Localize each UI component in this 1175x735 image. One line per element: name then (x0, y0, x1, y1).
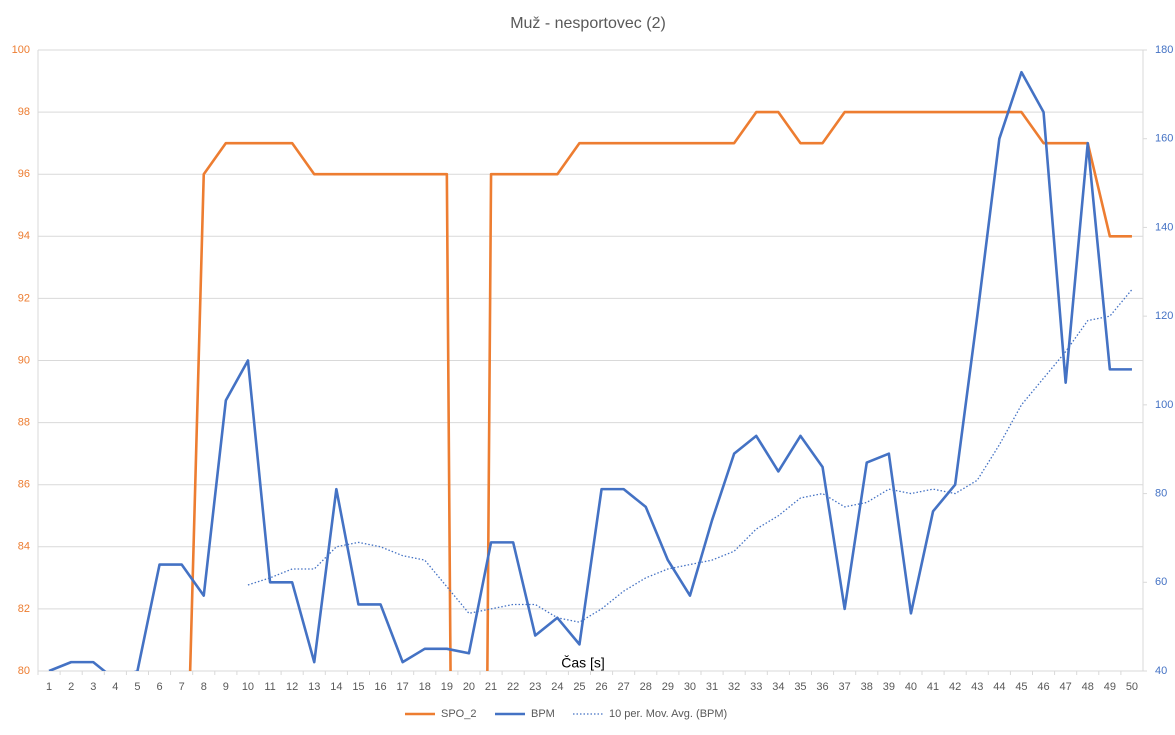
x-tick-label: 14 (330, 681, 342, 693)
x-tick-label: 16 (374, 681, 386, 693)
x-tick-label: 25 (573, 681, 585, 693)
x-tick-label: 6 (156, 681, 162, 693)
x-tick-label: 19 (441, 681, 453, 693)
x-tick-label: 50 (1126, 681, 1138, 693)
series-line (48, 70, 1132, 671)
chart-title: Muž - nesportovec (2) (510, 15, 666, 32)
x-tick-label: 27 (618, 681, 630, 693)
x-tick-label: 44 (993, 681, 1005, 693)
x-tick-label: 32 (728, 681, 740, 693)
x-tick-label: 41 (927, 681, 939, 693)
y-tick-label: 92 (18, 292, 30, 304)
x-tick-label: 17 (397, 681, 409, 693)
y2-tick-label: 140 (1155, 221, 1173, 233)
y-tick-label: 86 (18, 479, 30, 491)
y-tick-label: 80 (18, 665, 30, 677)
x-tick-label: 38 (861, 681, 873, 693)
x-tick-label: 23 (529, 681, 541, 693)
x-tick-label: 37 (839, 681, 851, 693)
x-tick-label: 24 (551, 681, 563, 693)
y-tick-label: 98 (18, 106, 30, 118)
x-axis-title: Čas [s] (561, 655, 605, 671)
plot-area (48, 70, 1133, 671)
x-tick-label: 36 (816, 681, 828, 693)
x-tick-label: 43 (971, 681, 983, 693)
y-tick-label: 94 (18, 230, 30, 242)
x-tick-label: 28 (640, 681, 652, 693)
x-tick-label: 7 (179, 681, 185, 693)
x-tick-label: 2 (68, 681, 74, 693)
x-tick-label: 8 (201, 681, 207, 693)
x-tick-label: 46 (1037, 681, 1049, 693)
x-tick-label: 12 (286, 681, 298, 693)
y-tick-label: 96 (18, 168, 30, 180)
y2-tick-label: 180 (1155, 44, 1173, 56)
x-tick-label: 47 (1060, 681, 1072, 693)
x-tick-label: 22 (507, 681, 519, 693)
x-tick-label: 31 (706, 681, 718, 693)
y2-tick-label: 120 (1155, 310, 1173, 322)
x-tick-label: 10 (242, 681, 254, 693)
y-tick-label: 82 (18, 603, 30, 615)
x-tick-label: 18 (419, 681, 431, 693)
x-tick-label: 42 (949, 681, 961, 693)
y2-tick-label: 160 (1155, 133, 1173, 145)
y-tick-label: 100 (12, 44, 30, 56)
x-tick-label: 26 (595, 681, 607, 693)
x-tick-label: 45 (1015, 681, 1027, 693)
x-tick-label: 34 (772, 681, 784, 693)
x-tick-label: 35 (794, 681, 806, 693)
x-tick-label: 3 (90, 681, 96, 693)
series-line (188, 110, 1132, 671)
legend-label: 10 per. Mov. Avg. (BPM) (609, 708, 727, 720)
y2-tick-label: 60 (1155, 576, 1167, 588)
x-tick-label: 40 (905, 681, 917, 693)
y-tick-label: 84 (18, 541, 30, 553)
legend-label: SPO_2 (441, 708, 476, 720)
x-tick-label: 9 (223, 681, 229, 693)
y2-tick-label: 80 (1155, 487, 1167, 499)
x-tick-label: 33 (750, 681, 762, 693)
x-tick-label: 1 (46, 681, 52, 693)
y-tick-label: 88 (18, 417, 30, 429)
x-tick-label: 30 (684, 681, 696, 693)
x-tick-label: 48 (1082, 681, 1094, 693)
y2-tick-label: 40 (1155, 665, 1167, 677)
x-tick-label: 39 (883, 681, 895, 693)
y-tick-label: 90 (18, 354, 30, 366)
x-tick-label: 49 (1104, 681, 1116, 693)
series-line (247, 289, 1133, 623)
x-tick-label: 15 (352, 681, 364, 693)
y2-tick-label: 100 (1155, 399, 1173, 411)
x-tick-label: 29 (662, 681, 674, 693)
x-tick-label: 5 (134, 681, 140, 693)
x-tick-label: 11 (264, 681, 275, 693)
x-tick-label: 21 (485, 681, 497, 693)
x-tick-label: 13 (308, 681, 320, 693)
legend-label: BPM (531, 708, 555, 720)
x-tick-label: 4 (112, 681, 118, 693)
x-tick-label: 20 (463, 681, 475, 693)
